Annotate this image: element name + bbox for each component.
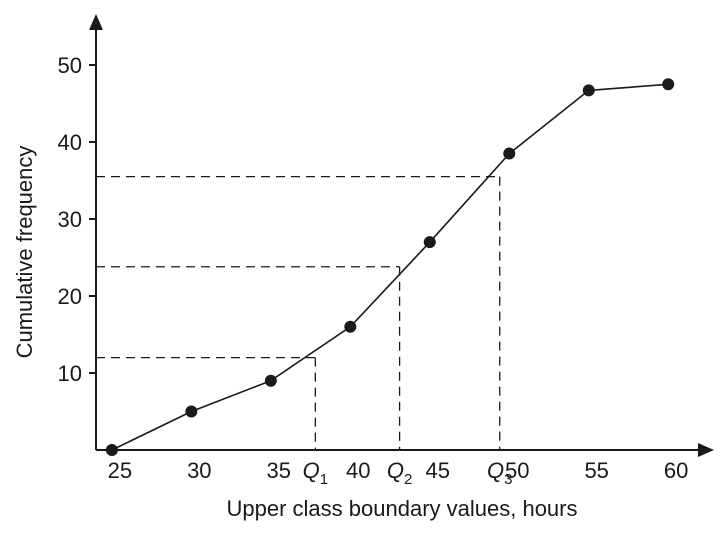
x-tick-label: 60 — [664, 458, 688, 483]
data-point — [185, 405, 198, 418]
quartile-label: Q2 — [387, 458, 412, 488]
series-layer — [105, 78, 675, 456]
data-point — [582, 84, 595, 97]
quartile-labels: Q1 Q2 Q3 — [303, 458, 513, 488]
x-tick-label: 30 — [187, 458, 211, 483]
x-axis-arrow — [698, 443, 714, 457]
axes — [89, 14, 714, 457]
data-point — [662, 78, 675, 91]
y-tick-label: 10 — [58, 361, 82, 386]
y-axis-arrow — [89, 14, 103, 30]
data-point — [503, 147, 516, 160]
x-tick-label: 45 — [425, 458, 449, 483]
data-point — [344, 320, 357, 333]
quartile-label: Q1 — [303, 458, 328, 488]
data-point — [423, 236, 436, 249]
data-point — [264, 374, 277, 387]
quartile-label: Q3 — [487, 458, 512, 488]
ogive-line — [111, 83, 669, 451]
quartile-guide-lines — [96, 175, 501, 450]
x-tick-label: 55 — [584, 458, 608, 483]
x-tick-label: 25 — [108, 458, 132, 483]
x-tick-label: 35 — [267, 458, 291, 483]
y-axis-title: Cumulative frequency — [12, 146, 37, 359]
x-tick-label: 40 — [346, 458, 370, 483]
y-tick-label: 30 — [58, 207, 82, 232]
y-tick-label: 20 — [58, 284, 82, 309]
y-tick-label: 40 — [58, 130, 82, 155]
x-tick-labels: 25 30 35 40 45 50 55 60 — [108, 458, 689, 483]
data-point — [105, 444, 118, 456]
y-tick-label: 50 — [58, 53, 82, 78]
x-tick-label: 50 — [505, 458, 529, 483]
y-tick-labels: 10 20 30 40 50 — [58, 53, 96, 386]
x-axis-title: Upper class boundary values, hours — [227, 496, 578, 521]
